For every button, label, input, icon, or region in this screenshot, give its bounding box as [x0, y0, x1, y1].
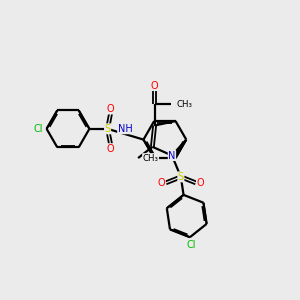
Text: Cl: Cl	[34, 124, 43, 134]
Text: CH₃: CH₃	[176, 100, 192, 109]
Text: Cl: Cl	[186, 240, 196, 250]
Text: O: O	[196, 178, 204, 188]
Text: CH₃: CH₃	[142, 154, 159, 163]
Text: O: O	[107, 144, 114, 154]
Text: NH: NH	[118, 124, 132, 134]
Text: O: O	[107, 104, 114, 114]
Text: S: S	[104, 124, 111, 134]
Text: N: N	[168, 151, 175, 160]
Text: O: O	[158, 178, 165, 188]
Text: O: O	[151, 81, 158, 91]
Text: S: S	[178, 172, 184, 182]
